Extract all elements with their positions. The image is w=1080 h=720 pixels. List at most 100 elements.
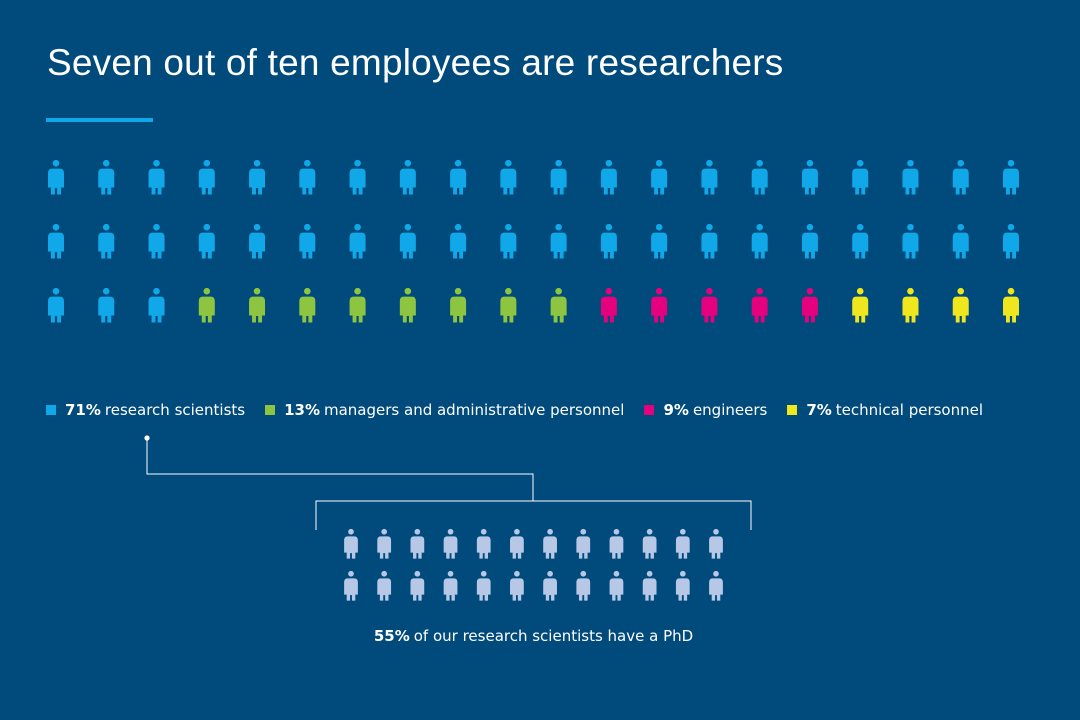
breakout-bracket — [315, 500, 752, 530]
page-title: Seven out of ten employees are researche… — [47, 42, 784, 83]
person-icon — [852, 159, 869, 195]
person-icon — [450, 223, 467, 259]
person-icon — [198, 223, 215, 259]
person-icon — [148, 287, 165, 323]
person-icon — [902, 287, 919, 323]
person-icon — [500, 223, 517, 259]
person-icon — [675, 570, 690, 601]
person-icon — [98, 287, 115, 323]
phd-percent: 55% — [373, 627, 410, 645]
person-icon — [1003, 223, 1019, 259]
person-icon — [550, 159, 567, 195]
person-icon — [701, 287, 718, 323]
person-icon — [377, 528, 392, 559]
person-icon — [576, 528, 591, 559]
person-icon — [500, 159, 517, 195]
person-icon — [510, 570, 524, 601]
legend-percent: 71% — [65, 401, 101, 419]
person-icon — [543, 570, 557, 601]
person-icon — [299, 223, 316, 259]
person-icon — [500, 287, 517, 323]
legend-swatch — [644, 405, 655, 415]
person-icon — [443, 528, 458, 559]
person-icon — [751, 287, 768, 323]
person-icon — [249, 159, 266, 195]
person-icon — [550, 287, 567, 323]
person-icon — [476, 570, 491, 601]
person-icon — [852, 287, 869, 323]
person-icon — [450, 159, 467, 195]
person-icon — [902, 223, 919, 259]
person-icon — [751, 159, 768, 195]
person-icon — [600, 159, 617, 195]
person-icon — [801, 223, 818, 259]
person-icon — [701, 159, 718, 195]
person-icon — [349, 287, 366, 323]
person-icon — [299, 159, 316, 195]
legend-percent: 9% — [663, 401, 689, 419]
person-icon — [410, 528, 425, 559]
person-icon — [801, 287, 818, 323]
person-icon — [701, 223, 718, 259]
person-icon — [902, 159, 919, 195]
person-icon — [399, 287, 416, 323]
person-icon — [952, 223, 969, 259]
person-icon — [48, 287, 64, 323]
legend: 71% research scientists 13% managers and ad… — [46, 401, 983, 419]
person-icon — [609, 528, 624, 559]
phd-caption: 55% of our research scientists have a PhD — [0, 627, 1067, 645]
person-icon — [349, 223, 366, 259]
legend-swatch — [787, 405, 798, 415]
person-icon — [349, 159, 366, 195]
person-icon — [377, 570, 392, 601]
title-underline — [46, 118, 153, 122]
legend-item: 7% technical personnel — [787, 401, 983, 419]
person-icon — [48, 223, 64, 259]
person-icon — [651, 223, 668, 259]
person-icon — [410, 570, 425, 601]
person-icon — [198, 159, 215, 195]
legend-item: 9% engineers — [644, 401, 767, 419]
person-icon — [249, 223, 266, 259]
phd-text: of our research scientists have a PhD — [413, 627, 694, 645]
person-icon — [299, 287, 316, 323]
person-icon — [198, 287, 215, 323]
person-icon — [148, 159, 165, 195]
person-icon — [651, 287, 668, 323]
person-icon — [443, 570, 458, 601]
person-icon — [48, 159, 64, 195]
person-icon — [344, 570, 358, 601]
person-icon — [98, 223, 115, 259]
person-icon — [651, 159, 668, 195]
person-icon — [399, 159, 416, 195]
person-icon — [709, 528, 723, 559]
person-icon — [98, 159, 115, 195]
legend-label: technical personnel — [835, 401, 984, 419]
legend-label: managers and administrative personnel — [324, 401, 625, 419]
person-icon — [249, 287, 266, 323]
legend-item: 13% managers and administrative personnel — [265, 401, 624, 419]
person-icon — [852, 223, 869, 259]
person-icon — [344, 528, 358, 559]
legend-swatch — [265, 405, 276, 415]
person-icon — [1003, 287, 1019, 323]
legend-percent: 7% — [806, 401, 832, 419]
person-icon — [642, 528, 657, 559]
person-icon — [476, 528, 491, 559]
person-icon — [675, 528, 690, 559]
person-icon — [576, 570, 591, 601]
connector-line — [146, 438, 534, 501]
person-icon — [600, 223, 617, 259]
person-icon — [609, 570, 624, 601]
person-icon — [952, 287, 969, 323]
person-icon — [642, 570, 657, 601]
person-icon — [543, 528, 557, 559]
person-icon — [399, 223, 416, 259]
person-icon — [952, 159, 969, 195]
person-icon — [1003, 159, 1019, 195]
person-icon — [751, 223, 768, 259]
legend-swatch — [46, 405, 56, 415]
